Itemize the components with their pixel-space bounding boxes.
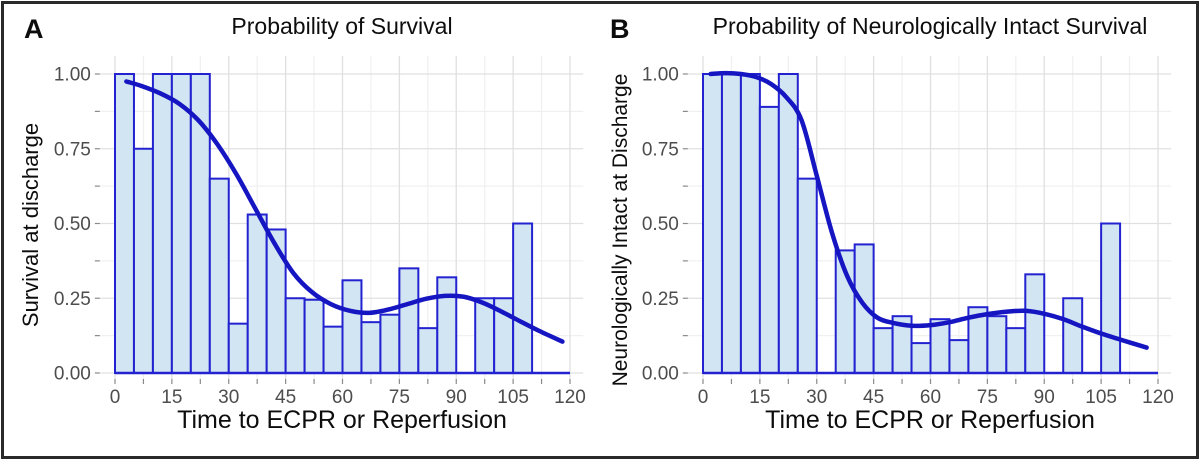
x-tick-label: 105 <box>1085 387 1117 408</box>
panel-b-title: Probability of Neurologically Intact Sur… <box>712 13 1148 39</box>
y-tick-label: 0.50 <box>642 214 679 235</box>
y-tick-label: 1.00 <box>642 65 679 86</box>
y-tick-label: 0.25 <box>642 289 679 310</box>
y-tick-label: 0.75 <box>54 139 91 160</box>
smooth-curve <box>124 79 565 344</box>
panel-b-letter: B <box>610 14 630 44</box>
x-tick-label: 105 <box>497 387 529 408</box>
x-tick-label: 0 <box>698 387 709 408</box>
panel-a-letter: A <box>24 14 44 44</box>
x-tick-label: 45 <box>275 387 296 408</box>
x-tick-label: 75 <box>977 387 998 408</box>
x-tick-label: 0 <box>110 387 121 408</box>
panel-b-x-axis-label: Time to ECPR or Reperfusion <box>765 406 1095 434</box>
y-tick-label: 1.00 <box>54 65 91 86</box>
y-tick-label: 0.75 <box>642 139 679 160</box>
survival-histogram-chart: 0 15 30 45 60 75 90 105 120 0.00 0.25 0.50 0.75 1.00 <box>54 56 586 408</box>
y-tick-label: 0.50 <box>54 214 91 235</box>
x-tick-label: 75 <box>389 387 410 408</box>
x-tick-label: 15 <box>749 387 770 408</box>
panel-a-x-axis-label: Time to ECPR or Reperfusion <box>177 406 507 434</box>
smooth-curve <box>708 70 1149 350</box>
panel-a: 0 15 30 45 60 75 90 105 120 0.00 0.25 0.50 0.75 1.00 … <box>18 13 586 434</box>
x-tick-label: 90 <box>446 387 467 408</box>
x-tick-label: 120 <box>554 387 586 408</box>
x-tick-label: 90 <box>1034 387 1055 408</box>
panel-b: 0 15 30 45 60 75 90 105 120 0.00 0.25 0.50 0.75 1.00 … <box>600 0 1200 460</box>
x-tick-label: 30 <box>218 387 239 408</box>
x-tick-label: 60 <box>332 387 353 408</box>
y-tick-label: 0.25 <box>54 289 91 310</box>
neuro-intact-histogram-chart: 0 15 30 45 60 75 90 105 120 0.00 0.25 0.50 0.75 1.00 <box>642 56 1174 408</box>
y-tick-label: 0.00 <box>54 364 91 385</box>
y-tick-label: 0.00 <box>642 364 679 385</box>
x-tick-label: 45 <box>863 387 884 408</box>
x-tick-label: 30 <box>806 387 827 408</box>
x-tick-label: 120 <box>1142 387 1174 408</box>
x-tick-label: 15 <box>161 387 182 408</box>
panel-a-title: Probability of Survival <box>231 13 453 39</box>
x-tick-label: 60 <box>920 387 941 408</box>
